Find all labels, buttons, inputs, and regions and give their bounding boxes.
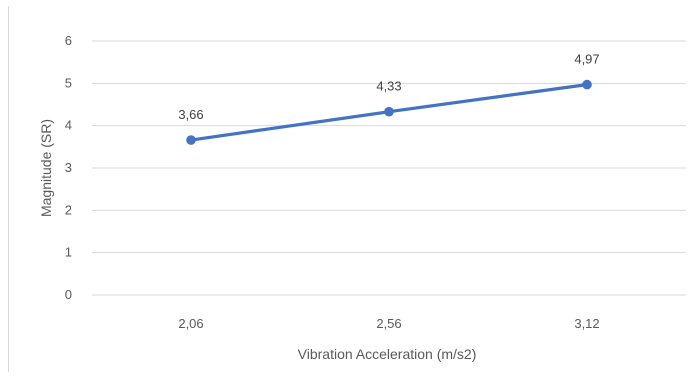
data-label: 4,33 <box>376 79 401 94</box>
y-tick-label: 3 <box>65 160 72 175</box>
x-tick-label: 3,12 <box>574 316 599 331</box>
y-tick-label: 1 <box>65 245 72 260</box>
data-point <box>582 79 592 90</box>
x-tick-label: 2,56 <box>376 316 401 331</box>
y-axis-title: Magnitude (SR) <box>38 119 54 217</box>
x-tick-label: 2,06 <box>178 316 203 331</box>
y-tick-labels: 0 1 2 3 4 5 6 <box>65 33 72 302</box>
x-axis-title: Vibration Acceleration (m/s2) <box>298 346 477 362</box>
y-tick-label: 0 <box>65 287 72 302</box>
data-point <box>384 106 394 117</box>
y-tick-label: 6 <box>65 33 72 48</box>
data-label: 4,97 <box>574 52 599 67</box>
y-tick-label: 4 <box>65 118 72 133</box>
y-tick-label: 5 <box>65 75 72 90</box>
x-tick-labels: 2,06 2,56 3,12 <box>178 316 599 331</box>
data-label: 3,66 <box>178 107 203 122</box>
data-labels: 3,66 4,33 4,97 <box>178 52 599 122</box>
data-point <box>186 135 196 145</box>
y-tick-label: 2 <box>65 202 72 217</box>
left-border-line <box>8 6 9 372</box>
series-group <box>186 79 592 145</box>
